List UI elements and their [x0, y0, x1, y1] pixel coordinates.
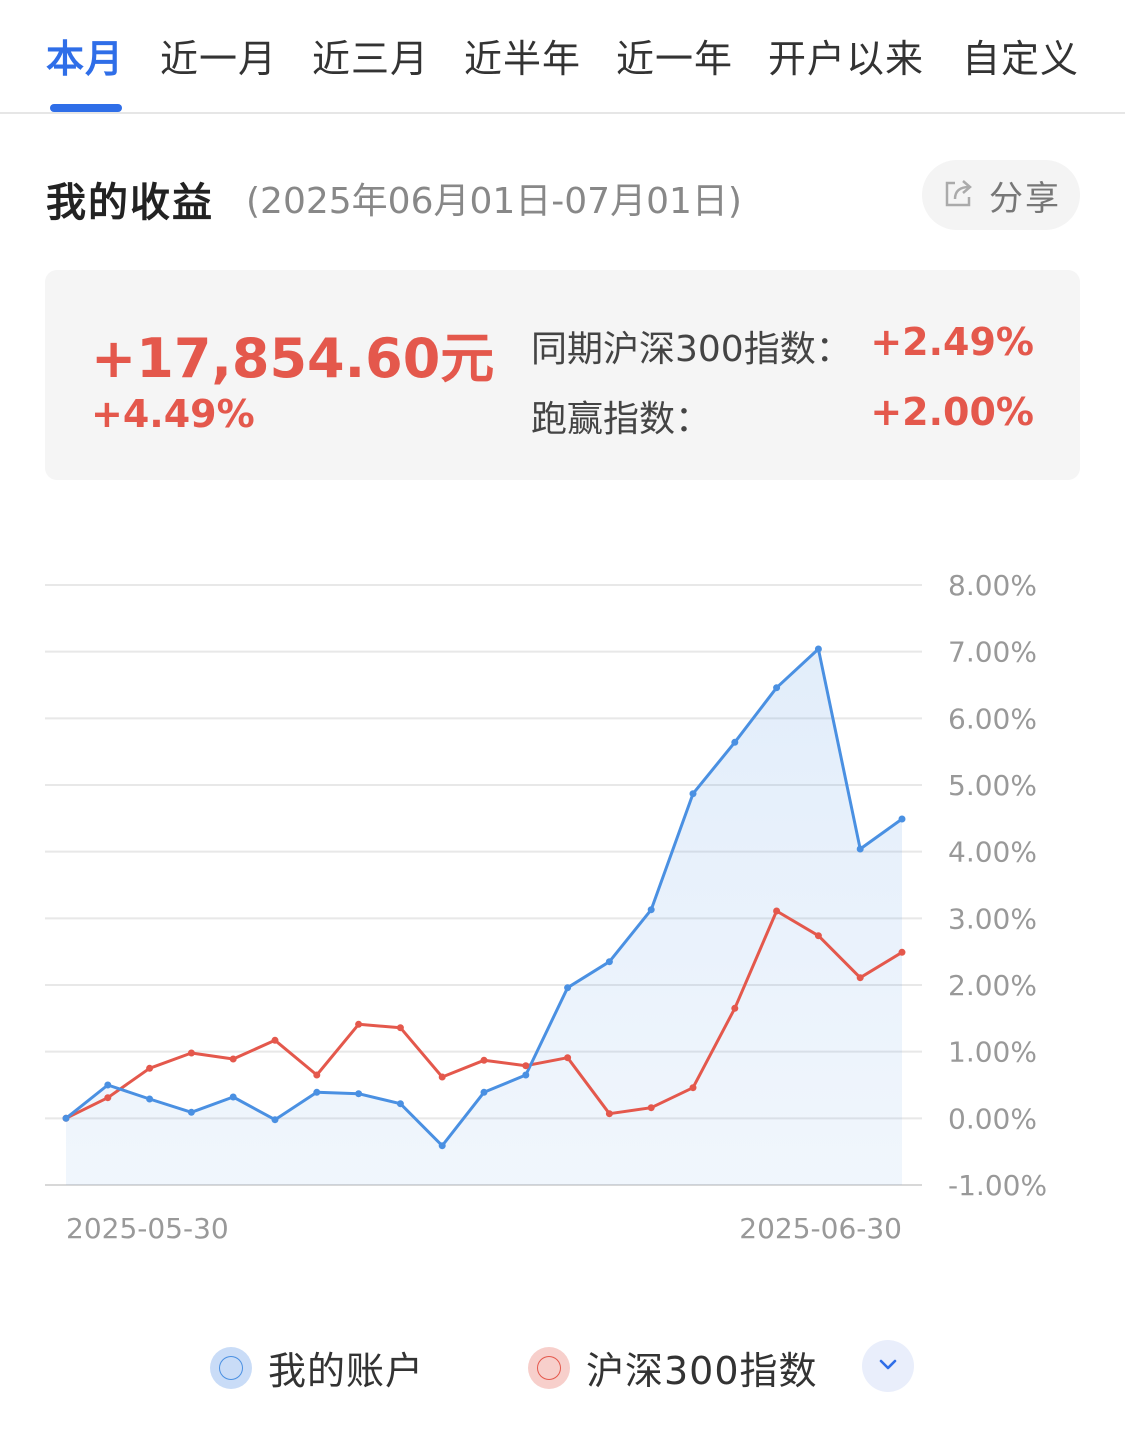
csi300-data-point: [731, 1004, 739, 1012]
csi300-data-point: [146, 1064, 154, 1072]
active-tab-indicator: [50, 104, 122, 112]
csi300-data-point: [355, 1020, 363, 1028]
account-data-point: [396, 1100, 404, 1108]
account-data-point: [438, 1142, 446, 1150]
csi300-data-point: [438, 1073, 446, 1081]
csi300-data-point: [313, 1071, 321, 1079]
outperform-label: 跑赢指数：: [531, 399, 712, 440]
index-value: +2.49%: [870, 320, 1034, 364]
account-data-point: [773, 684, 781, 692]
share-button[interactable]: 分享: [922, 160, 1080, 230]
y-tick-label: 8.00%: [948, 569, 1037, 602]
account-data-point: [647, 906, 655, 914]
account-data-point: [856, 845, 864, 853]
x-tick-label-start: 2025-05-30: [66, 1212, 229, 1245]
csi300-data-point: [773, 907, 781, 915]
tab-last-year[interactable]: 近一年: [616, 37, 734, 81]
account-data-point: [731, 738, 739, 746]
account-data-point: [605, 958, 613, 966]
returns-chart[interactable]: 8.00% 7.00% 6.00% 5.00% 4.00% 3.00% 2.00% 1.00%…: [0, 540, 1125, 1260]
profit-rate: +4.49%: [91, 392, 255, 436]
profit-summary-card: +17,854.60元 +4.49% 同期沪深300指数： +2.49% 跑赢指…: [45, 270, 1080, 480]
account-data-point: [271, 1116, 279, 1124]
csi300-data-point: [480, 1056, 488, 1064]
csi300-data-point: [898, 948, 906, 956]
y-tick-label: 4.00%: [948, 836, 1037, 869]
tab-this-month[interactable]: 本月: [46, 37, 125, 81]
y-tick-label: -1.00%: [948, 1169, 1047, 1202]
y-tick-label: 7.00%: [948, 636, 1037, 669]
tab-last-three-months[interactable]: 近三月: [312, 37, 430, 81]
legend-item-my-account[interactable]: 我的账户: [210, 1340, 424, 1395]
csi300-data-point: [856, 974, 864, 982]
tab-since-opening[interactable]: 开户以来: [768, 37, 925, 81]
csi300-data-point: [271, 1036, 279, 1044]
returns-chart-svg: 8.00% 7.00% 6.00% 5.00% 4.00% 3.00% 2.00% 1.00%…: [45, 569, 1047, 1245]
profit-amount: +17,854.60元: [91, 327, 495, 390]
account-data-point: [355, 1090, 363, 1098]
chevron-down-icon: [875, 1351, 901, 1381]
csi300-data-point: [814, 932, 822, 940]
legend-dot-my-account: [210, 1346, 252, 1389]
csi300-data-point: [229, 1055, 237, 1063]
legend-expand-button[interactable]: [862, 1340, 914, 1392]
account-data-point: [689, 790, 697, 798]
csi300-data-point: [689, 1084, 697, 1092]
x-tick-label-end: 2025-06-30: [739, 1212, 902, 1245]
csi300-data-point: [564, 1054, 572, 1062]
account-data-point: [480, 1088, 488, 1096]
legend-item-csi300[interactable]: 沪深300指数: [528, 1340, 818, 1395]
account-area-fill: [66, 649, 902, 1185]
y-tick-label: 3.00%: [948, 902, 1037, 935]
share-icon: [941, 175, 977, 215]
tab-last-half-year[interactable]: 近半年: [464, 37, 582, 81]
csi300-data-point: [104, 1094, 112, 1102]
account-data-point: [814, 645, 822, 653]
tab-custom[interactable]: 自定义: [962, 37, 1080, 81]
legend-label-my-account: 我的账户: [268, 1349, 425, 1393]
account-data-point: [187, 1108, 195, 1116]
y-tick-label: 0.00%: [948, 1102, 1037, 1135]
y-tick-label: 6.00%: [948, 702, 1037, 735]
y-tick-label: 5.00%: [948, 769, 1037, 802]
account-data-point: [898, 815, 906, 823]
account-data-point: [522, 1071, 530, 1079]
section-title: 我的收益: [46, 180, 214, 226]
legend-dot-csi300: [528, 1346, 570, 1389]
csi300-data-point: [522, 1062, 530, 1070]
csi300-data-point: [605, 1110, 613, 1118]
date-range: (2025年06月01日-07月01日): [246, 181, 742, 222]
legend-label-csi300: 沪深300指数: [586, 1349, 818, 1393]
index-label: 同期沪深300指数：: [531, 329, 852, 370]
y-tick-label: 2.00%: [948, 969, 1037, 1002]
account-data-point: [564, 984, 572, 992]
csi300-data-point: [396, 1024, 404, 1032]
csi300-data-point: [187, 1049, 195, 1057]
account-data-point: [229, 1093, 237, 1101]
period-tab-bar: 本月 近一月 近三月 近半年 近一年 开户以来 自定义: [0, 0, 1125, 114]
account-data-point: [104, 1081, 112, 1089]
account-data-point: [62, 1114, 70, 1122]
account-data-point: [313, 1088, 321, 1096]
tab-last-month[interactable]: 近一月: [160, 37, 278, 81]
account-data-point: [146, 1095, 154, 1103]
share-label: 分享: [989, 178, 1061, 219]
y-tick-label: 1.00%: [948, 1036, 1037, 1069]
chart-legend: 我的账户 沪深300指数: [0, 1330, 1125, 1410]
outperform-value: +2.00%: [870, 390, 1034, 434]
csi300-data-point: [647, 1104, 655, 1112]
